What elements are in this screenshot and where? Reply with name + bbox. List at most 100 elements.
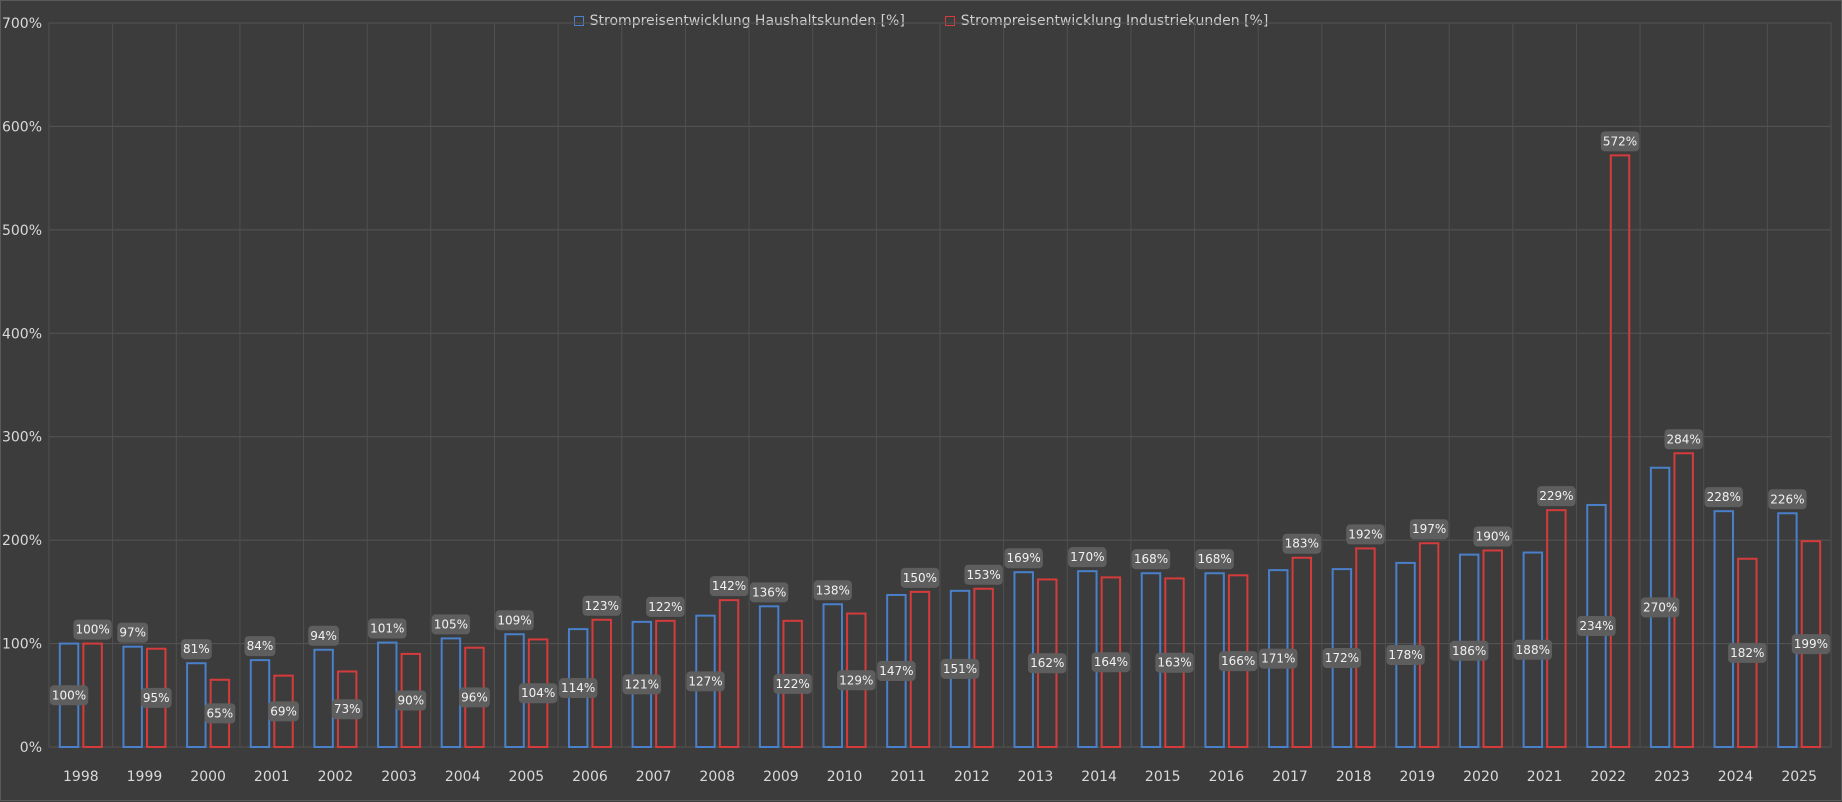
- data-label-text: 228%: [1707, 490, 1741, 504]
- data-label-text: 171%: [1261, 652, 1295, 666]
- data-label-box: [1004, 548, 1043, 569]
- data-label-industrie: 100%: [73, 619, 112, 640]
- x-tick-label: 2008: [699, 769, 735, 785]
- data-label-text: 170%: [1070, 550, 1104, 564]
- data-label-haushalt: 94%: [308, 625, 340, 646]
- data-label-text: 109%: [497, 613, 531, 627]
- data-label-box: [940, 658, 980, 679]
- data-label-box: [1195, 549, 1234, 570]
- data-label-box: [368, 618, 407, 639]
- data-label-haushalt: 84%: [244, 636, 276, 657]
- x-tick-label: 2021: [1527, 769, 1563, 785]
- data-label-haushalt: 136%: [749, 582, 789, 603]
- bar-haushalt: [313, 648, 334, 749]
- y-tick-label: 400%: [2, 326, 42, 342]
- data-label-text: 122%: [648, 600, 682, 614]
- x-tick-label: 2014: [1081, 769, 1117, 785]
- bar-haushalt: [122, 645, 143, 748]
- bar-haushalt: [186, 662, 207, 748]
- data-label-text: 169%: [1007, 551, 1041, 565]
- x-tick-label: 2002: [318, 769, 354, 785]
- x-tick-label: 2007: [636, 769, 672, 785]
- data-label-text: 104%: [521, 686, 555, 700]
- data-label-haushalt: 105%: [431, 614, 471, 635]
- data-label-text: 190%: [1476, 529, 1510, 543]
- x-tick-label: 2016: [1209, 769, 1245, 785]
- data-label-industrie: 104%: [518, 683, 558, 704]
- data-label-industrie: 90%: [395, 690, 427, 711]
- data-label-haushalt: 121%: [622, 674, 662, 695]
- data-label-text: 95%: [143, 691, 170, 705]
- data-label-industrie: 123%: [582, 595, 621, 616]
- data-label-text: 270%: [1643, 600, 1677, 614]
- data-label-text: 151%: [943, 662, 977, 676]
- data-label-box: [1537, 486, 1576, 507]
- data-label-box: [204, 703, 236, 724]
- y-tick-label: 700%: [2, 16, 42, 32]
- data-label-text: 166%: [1221, 654, 1255, 668]
- data-label-box: [49, 685, 89, 706]
- bar-industrie: [1355, 547, 1376, 748]
- data-label-box: [582, 595, 621, 616]
- data-label-box: [140, 687, 172, 708]
- data-label-box: [1028, 653, 1067, 674]
- data-label-text: 164%: [1094, 655, 1128, 669]
- data-label-industrie: 164%: [1091, 652, 1131, 673]
- data-label-text: 229%: [1539, 489, 1573, 503]
- data-label-industrie: 95%: [140, 687, 172, 708]
- data-label-haushalt: 169%: [1004, 548, 1043, 569]
- data-label-box: [1282, 533, 1322, 554]
- data-label-industrie: 142%: [709, 576, 749, 597]
- data-label-text: 81%: [183, 642, 210, 656]
- data-label-industrie: 183%: [1282, 533, 1322, 554]
- data-label-box: [877, 660, 916, 681]
- bar-haushalt: [440, 637, 462, 749]
- data-label-box: [773, 673, 812, 694]
- legend-entry-haushalt: Strompreisentwicklung Haushaltskunden [%…: [573, 13, 905, 29]
- data-label-industrie: 190%: [1473, 526, 1512, 547]
- data-label-box: [1386, 644, 1425, 665]
- data-label-box: [622, 674, 662, 695]
- data-label-text: 153%: [966, 568, 1000, 582]
- data-label-haushalt: 171%: [1259, 648, 1298, 669]
- data-label-haushalt: 170%: [1068, 547, 1107, 568]
- data-label-box: [1409, 519, 1449, 540]
- data-label-text: 100%: [75, 623, 109, 637]
- data-label-text: 234%: [1579, 619, 1613, 633]
- data-label-text: 163%: [1157, 656, 1191, 670]
- data-label-text: 226%: [1770, 492, 1804, 506]
- data-label-text: 182%: [1730, 646, 1764, 660]
- x-tick-label: 2004: [445, 769, 481, 785]
- bar-haushalt: [249, 659, 271, 748]
- data-label-industrie: 150%: [900, 567, 940, 588]
- y-tick-label: 200%: [2, 533, 42, 549]
- data-label-box: [117, 622, 149, 643]
- data-label-haushalt: 114%: [558, 678, 598, 699]
- data-label-box: [1218, 651, 1258, 672]
- data-label-industrie: 199%: [1791, 634, 1831, 655]
- data-label-box: [837, 670, 876, 691]
- data-label-text: 65%: [207, 706, 234, 720]
- data-label-box: [518, 683, 558, 704]
- y-tick-label: 300%: [2, 430, 42, 446]
- data-label-text: 100%: [52, 688, 86, 702]
- legend-label-industrie: Strompreisentwicklung Industriekunden [%…: [960, 13, 1269, 29]
- data-label-box: [1640, 597, 1680, 618]
- data-label-industrie: 229%: [1537, 486, 1576, 507]
- data-label-haushalt: 97%: [117, 622, 149, 643]
- data-label-box: [813, 580, 852, 601]
- data-label-text: 123%: [585, 599, 619, 613]
- data-label-industrie: 197%: [1409, 519, 1449, 540]
- data-label-text: 188%: [1516, 643, 1550, 657]
- data-label-text: 150%: [903, 571, 937, 585]
- data-label-haushalt: 188%: [1513, 639, 1553, 660]
- data-label-industrie: 96%: [459, 687, 490, 708]
- data-label-haushalt: 81%: [180, 639, 212, 660]
- data-label-box: [646, 596, 685, 617]
- data-label-box: [1513, 639, 1553, 660]
- x-tick-label: 2010: [827, 769, 863, 785]
- data-label-text: 168%: [1197, 552, 1231, 566]
- data-label-haushalt: 100%: [49, 685, 89, 706]
- data-label-haushalt: 234%: [1577, 615, 1616, 636]
